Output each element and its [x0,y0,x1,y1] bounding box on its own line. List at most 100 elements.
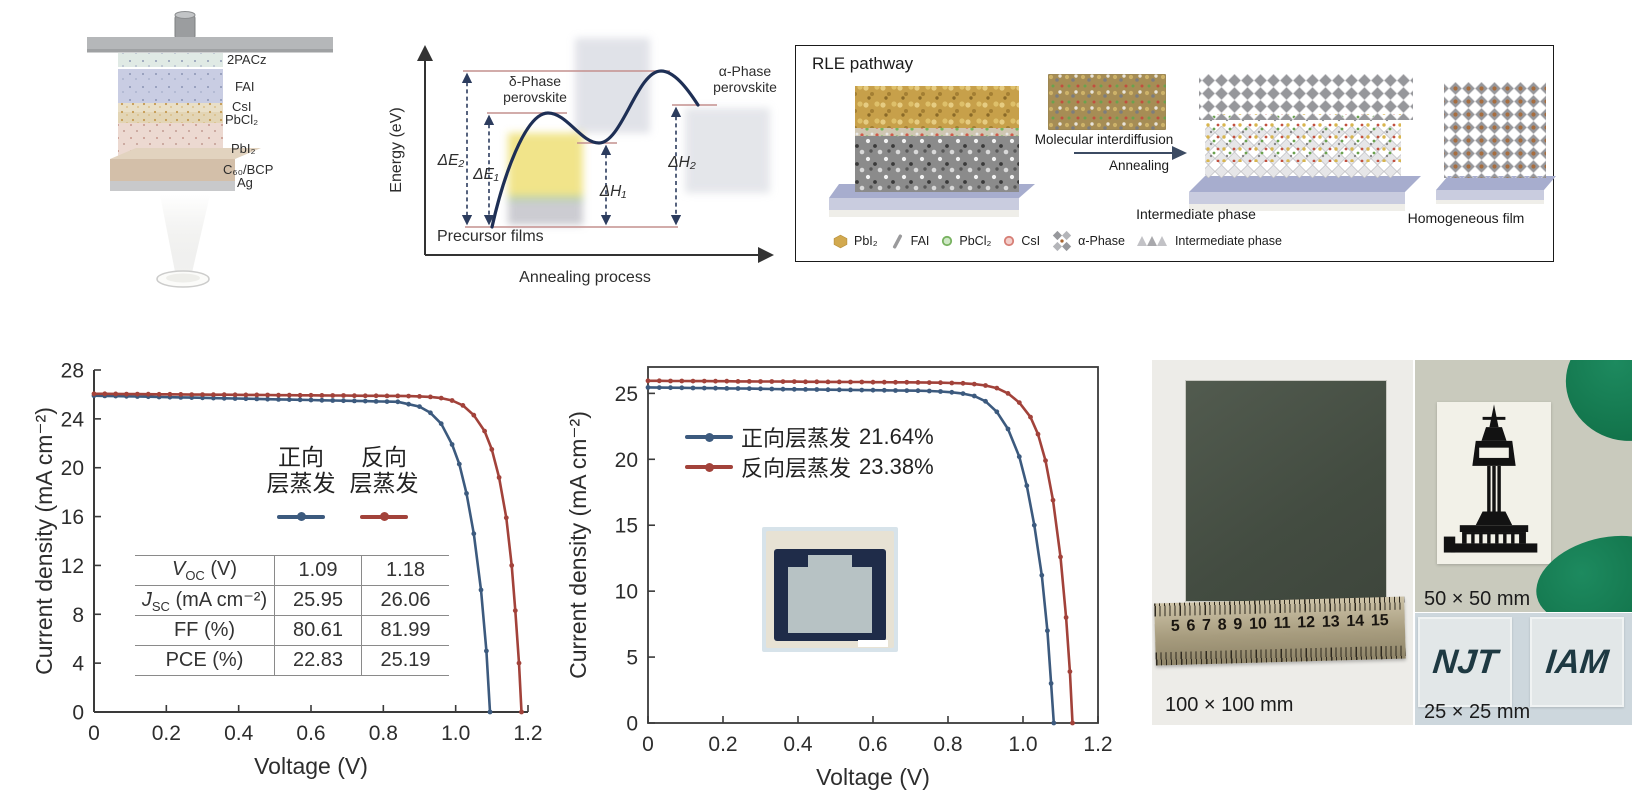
ruler-number: 12 [1297,614,1316,632]
intermediate-phase-caption: Intermediate phase [1136,206,1256,222]
data-point [926,388,932,394]
label-25x25: 25 × 25 mm [1424,701,1531,723]
table-row-jsc: JSC (mA cm⁻²) 25.95 26.06 [135,585,449,616]
steel-ruler: 5 6 7 8 9 10 11 12 13 14 15 [1154,596,1406,666]
data-point [124,391,129,397]
y-tick-label: 10 [615,581,638,604]
layer-csi [118,103,223,112]
data-point [200,392,205,397]
njt-chip: NJT [1418,617,1512,707]
voc-reverse-value: 1.18 [361,555,449,586]
energy-ylabel: Energy (eV) [388,107,405,192]
data-point [417,404,422,409]
data-point [178,392,184,397]
ruler-number: 5 [1170,617,1180,636]
data-point [780,386,786,392]
data-point [836,387,842,393]
layer-fai [118,69,223,103]
data-point [1016,454,1022,460]
legend-label: PbCl₂ [959,234,992,248]
data-point [276,397,281,402]
pbcl2-circle-icon [942,235,953,247]
alpha-phase-label-2: perovskite [713,79,777,95]
data-point [373,399,379,404]
table-row-ff: FF (%) 80.61 81.99 [135,615,449,646]
data-point [1067,669,1073,674]
data-point [1063,615,1069,620]
data-point [1031,522,1037,528]
data-point [395,399,401,405]
data-point [938,380,943,386]
data-point [221,392,227,398]
data-point [308,397,314,403]
rle-bilayer-block [829,86,1035,217]
x-tick-label: 1.2 [1083,733,1112,756]
data-point [656,378,662,384]
ruler-ticks-bottom [1155,645,1406,666]
jv2-legend-reverse: 反向层蒸发 23.38% [685,452,934,482]
jv1-legend-forward: 正向 层蒸发 [246,444,356,526]
data-point [1043,458,1048,463]
data-point [893,379,898,385]
data-point [938,389,943,394]
perovskite-film-100mm [1185,380,1387,602]
crucible-dish-icon [156,270,210,288]
data-point [1050,497,1056,503]
data-point [668,385,673,391]
data-point [758,386,763,392]
data-point [167,391,173,397]
data-point [135,391,140,397]
photo-25mm-films: NJT IAM 25 × 25 mm [1415,613,1632,725]
data-point [1028,414,1033,420]
data-point [362,398,368,404]
data-point [484,648,489,654]
y-tick-label: 20 [61,457,84,480]
data-point [690,378,696,384]
ruler-number: 9 [1233,616,1243,634]
legend-forward-line2: 层蒸发 [266,470,336,496]
ruler-number: 11 [1273,614,1291,633]
data-point [428,394,433,400]
data-point [915,380,921,385]
data-point [848,387,853,393]
ff-forward-value: 80.61 [274,615,362,646]
voc-forward-value: 1.09 [274,555,362,586]
jv-left-chart: 0 0.2 0.4 0.6 0.8 1.0 1.2 0 4 8 12 16 20 24 28 Voltage … [31,360,543,780]
x-tick-label: 0.6 [858,733,887,756]
pbi2-hexagon-icon [833,234,848,248]
data-point [1035,431,1041,437]
data-point [232,396,238,401]
data-point [265,392,270,398]
data-point [983,383,988,388]
table-row-pce: PCE (%) 22.83 25.19 [135,645,449,676]
legend-item-intermediate: Intermediate phase [1136,234,1282,248]
y-tick-label: 5 [626,647,638,670]
data-point [1005,426,1011,432]
reverse-pce-value: 23.38% [859,454,934,479]
alpha-phase-diamonds-icon [1052,230,1072,252]
data-point [904,379,910,385]
data-point [769,379,775,384]
photo-large-film: 5 6 7 8 9 10 11 12 13 14 15 100 × 100 mm [1152,360,1413,725]
x-axis-title: Voltage (V) [816,764,930,790]
legend-item-pbi2: PbI₂ [832,233,878,250]
y-tick-label: 25 [615,383,638,406]
arrow-label-top: Molecular interdiffusion [1034,132,1174,147]
data-point [1048,681,1054,686]
data-point [1016,400,1022,405]
energy-diagram-panel: ΔE₂ ΔE₁ ΔH₁ ΔH₂ δ-Phase perovskite α-Pha… [388,38,777,286]
data-point [1051,720,1057,726]
data-point [489,447,495,452]
legend-item-csi: CsI [1002,234,1040,248]
jv1-legend-reverse: 反向 层蒸发 [329,444,439,526]
data-point [971,381,977,387]
data-point [276,392,281,398]
data-point [456,461,462,467]
jsc-forward-value: 25.95 [274,585,362,616]
data-point [994,385,1000,391]
device-electrode-notch [788,555,808,567]
legend-item-alpha-phase: α-Phase [1051,230,1125,252]
param-voc: V [171,558,186,580]
jv-chart-pce-panel: 0 0.2 0.4 0.6 0.8 1.0 1.2 0 5 10 15 20 25 Voltage (V)… [560,340,1115,800]
